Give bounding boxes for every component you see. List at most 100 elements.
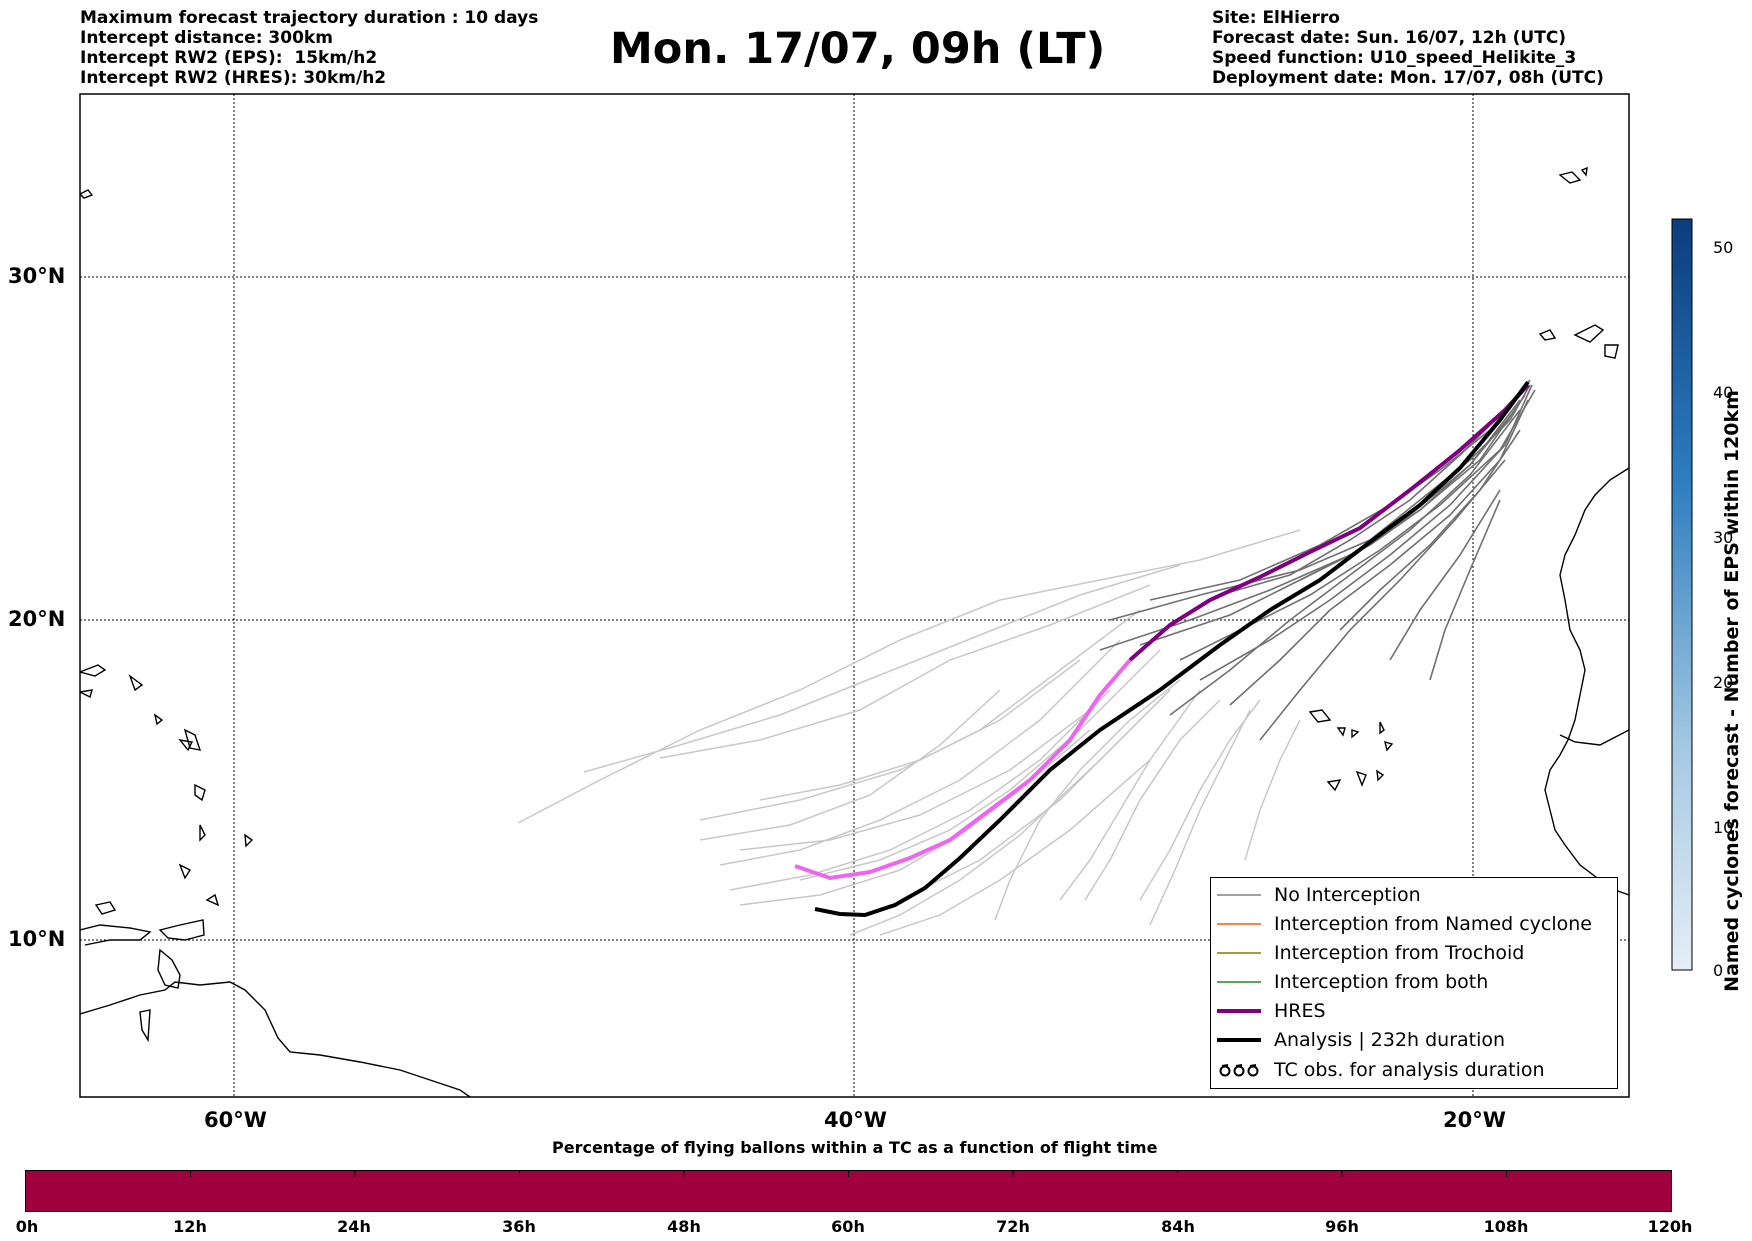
lon-label-40w: 40°W (824, 1108, 887, 1132)
coast-trinidad (158, 919, 205, 941)
coast-leeward-4 (153, 713, 164, 726)
bottom-colorbar-tick: 12h (173, 1217, 207, 1236)
legend-swatch-line (1217, 981, 1261, 983)
lon-label-20w: 20°W (1443, 1108, 1506, 1132)
coast-cape-verde-7 (1355, 770, 1367, 787)
coast-cape-verde-6 (1326, 779, 1342, 792)
ens-light-6 (729, 689, 1111, 891)
legend-label: HRES (1274, 1000, 1326, 1022)
coastlines (80, 166, 1629, 1097)
coast-cape-verde-2 (1336, 727, 1346, 737)
legend-swatch-line (1217, 952, 1261, 954)
legend-label: TC obs. for analysis duration (1274, 1059, 1545, 1081)
ens-light-1 (517, 529, 1301, 824)
header-left-line-4: Intercept RW2 (HRES): 30km/h2 (80, 68, 387, 88)
bottom-colorbar-tick: 96h (1325, 1217, 1359, 1236)
ens-light-15 (739, 709, 1091, 851)
ens-dark-5 (1199, 384, 1533, 681)
ens-light-13 (1139, 699, 1261, 901)
ensemble-trajectories-light (517, 529, 1301, 936)
legend-swatch-line (1217, 923, 1261, 925)
legend-label: Interception from Trochoid (1274, 942, 1525, 964)
ens-light-17 (699, 689, 1001, 841)
bottom-colorbar-ticks (190, 1171, 1507, 1177)
legend-swatch-line (1217, 1009, 1261, 1013)
lat-label-10n: 10°N (8, 927, 66, 951)
coast-canary-3 (1604, 344, 1619, 359)
bottom-colorbar-tick: 120h (1647, 1217, 1693, 1236)
hres-trajectory-early (1128, 383, 1530, 662)
coast-leeward-1 (80, 664, 107, 677)
header-right-info: Site: ElHierro Forecast date: Sun. 16/07… (1212, 8, 1604, 88)
coast-caribbean-isl-2 (139, 1009, 151, 1043)
coast-canary-1 (1538, 329, 1557, 341)
header-left-line-2: Intercept distance: 300km (80, 28, 333, 48)
header-right-line-3: Speed function: U10_speed_Helikite_3 (1212, 48, 1577, 68)
map-legend: No Interception Interception from Named … (1210, 877, 1618, 1089)
coast-madeira (1558, 171, 1582, 184)
coast-antilles-6 (205, 893, 220, 907)
coast-cape-verde-8 (1376, 769, 1385, 782)
coast-antilles-4 (178, 863, 192, 880)
bottom-colorbar (25, 1170, 1672, 1212)
analysis-trajectory (814, 380, 1530, 918)
bottom-colorbar-tick: 36h (502, 1217, 536, 1236)
side-colorbar-tick: 30 (1713, 528, 1734, 547)
lat-label-20n: 20°N (8, 607, 66, 631)
ens-light-18 (1059, 689, 1201, 901)
coast-antilles-5 (244, 833, 254, 848)
bottom-colorbar-tick: 108h (1483, 1217, 1529, 1236)
ens-dark-10 (1219, 404, 1511, 596)
header-right-line-2: Forecast date: Sun. 16/07, 12h (UTC) (1212, 28, 1567, 48)
legend-label: Interception from both (1274, 971, 1489, 993)
coast-south-america (80, 981, 471, 1097)
legend-swatch-line (1217, 1038, 1261, 1042)
coast-africa (1544, 467, 1629, 896)
coast-cape-verde-4 (1379, 721, 1385, 735)
ens-light-8 (799, 649, 1161, 881)
coast-barbuda (80, 189, 94, 199)
header-right-line-4: Deployment date: Mon. 17/07, 08h (UTC) (1212, 68, 1604, 88)
ens-dark-8 (1259, 459, 1506, 741)
coast-cape-verde-1 (1308, 709, 1332, 723)
side-colorbar-tick: 10 (1713, 818, 1734, 837)
bottom-colorbar-title: Percentage of flying ballons within a TC… (552, 1138, 1158, 1157)
ens-dark-11 (1299, 409, 1516, 581)
coast-madeira-2 (1580, 166, 1588, 177)
gridlines (80, 94, 1629, 1097)
bottom-colorbar-tick: 48h (667, 1217, 701, 1236)
ens-dark-12 (1339, 429, 1521, 631)
legend-label: Analysis | 232h duration (1274, 1029, 1506, 1051)
coast-caribbean-isl-1 (94, 901, 117, 915)
header-left-info: Maximum forecast trajectory duration : 1… (80, 8, 538, 88)
coast-guiana-ne (80, 924, 152, 946)
ens-light-11 (994, 679, 1181, 921)
bottom-colorbar-tick: 60h (831, 1217, 865, 1236)
ens-light-3 (659, 584, 1151, 759)
hres-trajectory-late (794, 658, 1132, 881)
side-colorbar-tick: 40 (1713, 383, 1734, 402)
header-right-line-1: Site: ElHierro (1212, 8, 1340, 28)
coast-leeward-2 (80, 689, 93, 699)
ens-dark-13 (1389, 489, 1501, 661)
coast-africa-bay (1559, 729, 1629, 746)
side-colorbar-tick: 20 (1713, 673, 1734, 692)
ens-light-2 (583, 564, 1181, 773)
ens-light-19 (1149, 709, 1251, 926)
ens-light-5 (719, 639, 1121, 866)
coast-leeward-5 (178, 739, 194, 752)
side-colorbar-tick: 0 (1713, 961, 1724, 980)
ens-dark-14 (1429, 499, 1501, 681)
map-title: Mon. 17/07, 09h (LT) (610, 24, 1106, 74)
side-colorbar (1671, 218, 1693, 971)
lat-label-30n: 30°N (8, 264, 66, 288)
header-left-line-1: Maximum forecast trajectory duration : 1… (80, 8, 539, 28)
legend-label: No Interception (1274, 884, 1421, 906)
coast-cape-verde-5 (1384, 740, 1394, 752)
coast-canary-2 (1573, 324, 1605, 343)
side-colorbar-label: Named cyclones forecast - Number of EPS … (1721, 390, 1743, 992)
ens-light-12 (1084, 699, 1221, 901)
header-left-line-3: Intercept RW2 (EPS): 15km/h2 (80, 48, 378, 68)
bottom-colorbar-tick: 24h (337, 1217, 371, 1236)
coast-antilles-2 (194, 783, 206, 802)
